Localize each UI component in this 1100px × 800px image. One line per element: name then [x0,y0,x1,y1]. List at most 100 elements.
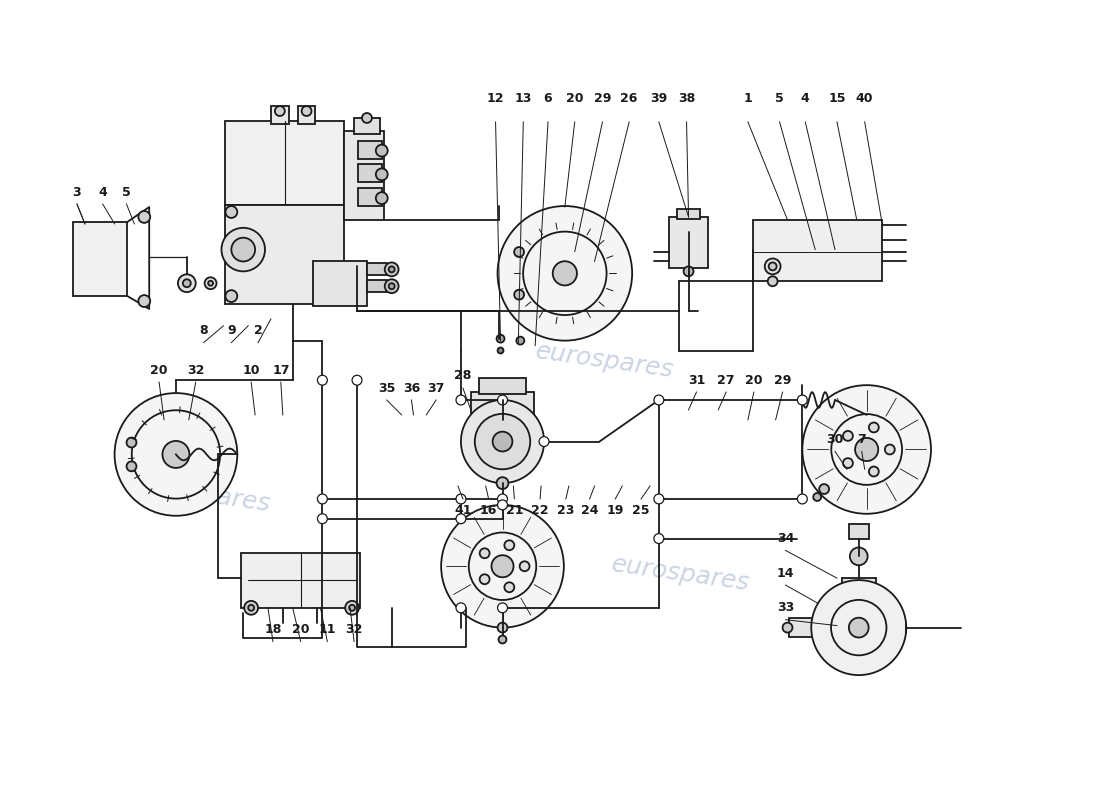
Circle shape [388,266,395,272]
Text: 4: 4 [98,186,107,198]
Circle shape [221,228,265,271]
Circle shape [869,422,879,433]
Circle shape [126,462,136,471]
Circle shape [244,601,258,614]
Text: 34: 34 [777,532,794,545]
Circle shape [139,211,151,223]
Text: 8: 8 [199,324,208,338]
Bar [298,106,316,124]
Circle shape [208,281,213,286]
Bar [471,392,535,420]
Circle shape [163,441,189,468]
Circle shape [514,290,524,300]
Circle shape [653,395,663,405]
Circle shape [497,347,504,354]
Circle shape [843,431,852,441]
Circle shape [461,400,544,483]
Text: 2: 2 [254,324,263,338]
Circle shape [802,385,931,514]
Circle shape [385,262,398,276]
Circle shape [798,494,807,504]
Circle shape [231,238,255,262]
Text: 33: 33 [777,602,794,614]
Wedge shape [562,249,583,298]
Bar [226,121,344,205]
Circle shape [764,258,781,274]
Bar [312,262,367,306]
Text: 4: 4 [801,92,810,105]
Bar [73,222,128,296]
Circle shape [782,622,792,633]
Text: 5: 5 [776,92,784,105]
Text: 32: 32 [345,623,363,636]
Circle shape [318,514,328,524]
Wedge shape [849,428,867,471]
Circle shape [385,279,398,293]
Circle shape [114,393,238,516]
Text: 7: 7 [857,433,866,446]
Circle shape [301,106,311,116]
Circle shape [183,279,190,287]
Bar [271,106,289,124]
Circle shape [441,505,564,628]
Text: 13: 13 [515,92,532,105]
Bar [354,118,379,134]
Circle shape [456,514,466,524]
Text: 41: 41 [454,504,472,518]
Bar [344,131,384,220]
Bar [790,618,820,638]
Text: 31: 31 [688,374,705,386]
Circle shape [516,337,525,345]
Circle shape [493,432,513,451]
Text: 15: 15 [828,92,846,105]
Text: 5: 5 [122,186,131,198]
Bar [669,217,708,268]
Text: 25: 25 [632,504,650,518]
Text: 19: 19 [606,504,624,518]
Text: 11: 11 [319,623,337,636]
Circle shape [849,618,869,638]
Text: 3: 3 [73,186,81,198]
Circle shape [456,603,466,613]
Circle shape [376,145,387,157]
Text: 37: 37 [428,382,444,394]
Circle shape [514,247,524,257]
Circle shape [492,555,514,578]
Circle shape [456,395,466,405]
Circle shape [497,206,632,341]
Circle shape [497,500,507,510]
Circle shape [869,466,879,477]
Circle shape [505,540,515,550]
Circle shape [496,477,508,489]
Circle shape [497,603,507,613]
Circle shape [552,262,578,286]
Circle shape [275,106,285,116]
Text: 24: 24 [581,504,598,518]
Circle shape [653,494,663,504]
Text: 17: 17 [272,364,289,377]
Text: eurospares: eurospares [609,553,751,596]
Circle shape [205,278,217,289]
Text: 30: 30 [826,433,844,446]
Circle shape [139,295,151,307]
Circle shape [496,334,505,342]
Text: 18: 18 [264,623,282,636]
Circle shape [497,622,507,633]
Circle shape [653,534,663,543]
Wedge shape [178,436,195,473]
Text: 36: 36 [403,382,420,394]
Bar [226,205,344,304]
Text: 26: 26 [620,92,638,105]
Bar [842,578,876,606]
Circle shape [843,458,852,468]
Bar [849,524,869,538]
Text: 1: 1 [744,92,752,105]
Circle shape [362,113,372,123]
Text: 14: 14 [777,566,794,580]
Circle shape [480,548,490,558]
Bar [367,280,387,292]
Circle shape [226,206,238,218]
Circle shape [376,192,387,204]
Circle shape [376,169,387,180]
Text: eurospares: eurospares [131,474,273,517]
